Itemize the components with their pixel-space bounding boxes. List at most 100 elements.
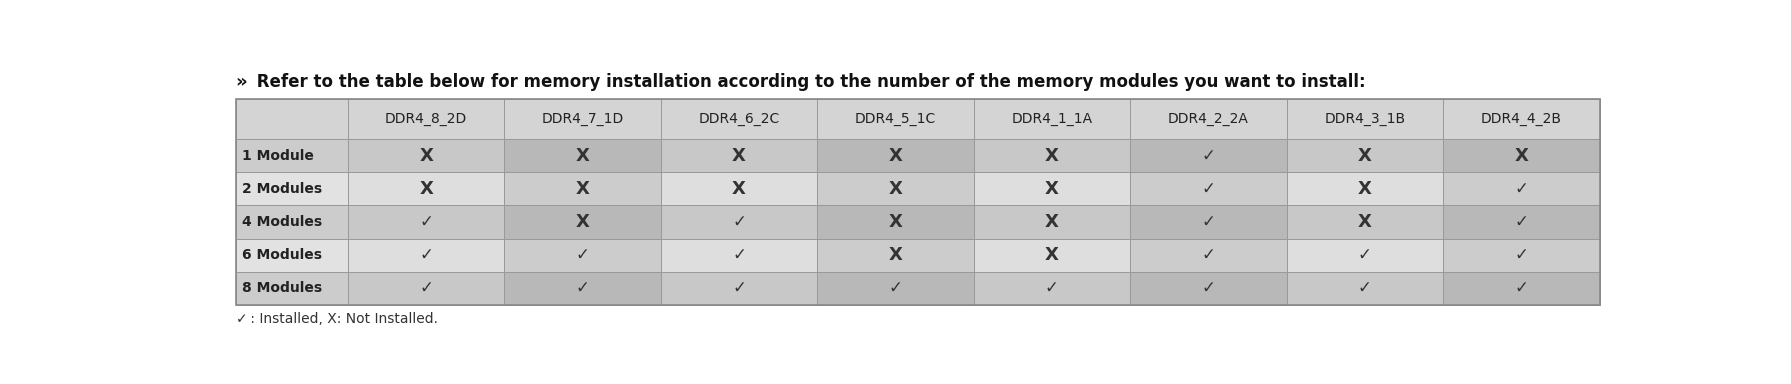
Bar <box>1286 139 1444 172</box>
Text: DDR4_3_1B: DDR4_3_1B <box>1324 112 1406 126</box>
Text: : Installed, X: Not Installed.: : Installed, X: Not Installed. <box>247 312 439 326</box>
Text: X: X <box>733 147 745 165</box>
Bar <box>817 99 974 139</box>
Bar <box>661 139 817 172</box>
Text: ✓: ✓ <box>1202 279 1216 297</box>
Bar <box>347 99 505 139</box>
Text: X: X <box>888 147 903 165</box>
Bar <box>1286 205 1444 238</box>
Text: ✓: ✓ <box>419 246 433 264</box>
Bar <box>817 172 974 205</box>
Bar <box>974 238 1130 272</box>
Text: X: X <box>1515 147 1528 165</box>
Bar <box>974 99 1130 139</box>
Text: ✓: ✓ <box>1044 279 1058 297</box>
Bar <box>817 139 974 172</box>
Text: X: X <box>419 147 433 165</box>
Bar <box>1444 205 1599 238</box>
Text: ✓: ✓ <box>1202 180 1216 198</box>
Text: ✓: ✓ <box>1202 147 1216 165</box>
Bar <box>235 172 347 205</box>
Text: ✓: ✓ <box>575 246 589 264</box>
Text: DDR4_1_1A: DDR4_1_1A <box>1012 112 1093 126</box>
Text: DDR4_8_2D: DDR4_8_2D <box>385 112 467 126</box>
Bar <box>974 272 1130 305</box>
Text: DDR4_5_1C: DDR4_5_1C <box>854 112 937 126</box>
Bar <box>235 238 347 272</box>
Bar <box>661 99 817 139</box>
Bar <box>505 272 661 305</box>
Text: ✓: ✓ <box>733 213 745 231</box>
Bar <box>347 172 505 205</box>
Bar <box>974 205 1130 238</box>
Bar <box>1286 172 1444 205</box>
Text: X: X <box>1358 180 1372 198</box>
Bar <box>347 272 505 305</box>
Bar <box>1286 238 1444 272</box>
Bar <box>817 205 974 238</box>
Text: 2 Modules: 2 Modules <box>242 182 322 196</box>
Text: ✓: ✓ <box>235 312 247 326</box>
Bar <box>974 139 1130 172</box>
Text: X: X <box>575 147 589 165</box>
Bar <box>235 205 347 238</box>
Text: X: X <box>733 180 745 198</box>
Bar <box>661 238 817 272</box>
Text: X: X <box>888 246 903 264</box>
Bar <box>1130 272 1286 305</box>
Text: ✓: ✓ <box>419 279 433 297</box>
Bar <box>235 139 347 172</box>
Bar <box>1130 205 1286 238</box>
Text: X: X <box>1044 147 1058 165</box>
Text: X: X <box>1358 213 1372 231</box>
Text: »: » <box>235 73 247 91</box>
Bar <box>505 172 661 205</box>
Bar <box>974 172 1130 205</box>
Text: DDR4_7_1D: DDR4_7_1D <box>541 112 623 126</box>
Text: ✓: ✓ <box>1202 246 1216 264</box>
Text: DDR4_6_2C: DDR4_6_2C <box>698 112 779 126</box>
Text: ✓: ✓ <box>1202 213 1216 231</box>
Text: X: X <box>888 213 903 231</box>
Text: X: X <box>575 213 589 231</box>
Text: X: X <box>419 180 433 198</box>
Text: 1 Module: 1 Module <box>242 149 313 163</box>
Bar <box>1444 139 1599 172</box>
Bar <box>1286 272 1444 305</box>
Bar <box>661 205 817 238</box>
Text: ✓: ✓ <box>1515 279 1528 297</box>
Bar <box>505 205 661 238</box>
Bar <box>347 205 505 238</box>
Bar <box>1444 272 1599 305</box>
Text: DDR4_2_2A: DDR4_2_2A <box>1168 112 1248 126</box>
Text: ✓: ✓ <box>1515 213 1528 231</box>
Bar <box>505 238 661 272</box>
Bar <box>235 272 347 305</box>
Text: X: X <box>1358 147 1372 165</box>
Text: ✓: ✓ <box>1515 180 1528 198</box>
Bar <box>1444 172 1599 205</box>
Bar <box>1130 139 1286 172</box>
Text: ✓: ✓ <box>733 246 745 264</box>
Bar <box>235 99 347 139</box>
Text: X: X <box>1044 213 1058 231</box>
Text: DDR4_4_2B: DDR4_4_2B <box>1481 112 1562 126</box>
Text: ✓: ✓ <box>733 279 745 297</box>
Text: ✓: ✓ <box>575 279 589 297</box>
Bar <box>1286 99 1444 139</box>
Bar <box>1444 238 1599 272</box>
Bar <box>661 172 817 205</box>
Bar <box>1444 99 1599 139</box>
Bar <box>505 99 661 139</box>
Bar <box>1130 238 1286 272</box>
Text: X: X <box>1044 180 1058 198</box>
Bar <box>1130 99 1286 139</box>
Text: ✓: ✓ <box>1515 246 1528 264</box>
Text: 6 Modules: 6 Modules <box>242 248 322 262</box>
Text: ✓: ✓ <box>419 213 433 231</box>
Text: ✓: ✓ <box>1358 279 1372 297</box>
Bar <box>1130 172 1286 205</box>
Text: ✓: ✓ <box>888 279 903 297</box>
Bar <box>347 238 505 272</box>
Bar <box>661 272 817 305</box>
